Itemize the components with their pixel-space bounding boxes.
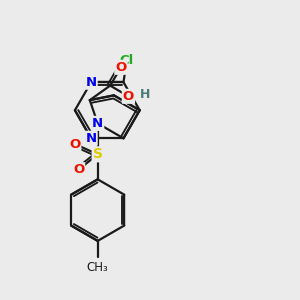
Text: H: H [140, 88, 150, 101]
Text: N: N [85, 76, 97, 89]
Text: N: N [85, 132, 97, 145]
Text: O: O [69, 137, 80, 151]
Text: CH₃: CH₃ [87, 261, 109, 274]
Text: Cl: Cl [120, 54, 134, 67]
Text: O: O [73, 163, 84, 176]
Text: O: O [115, 61, 127, 74]
Text: N: N [92, 117, 103, 130]
Text: O: O [123, 90, 134, 103]
Text: S: S [93, 147, 103, 161]
